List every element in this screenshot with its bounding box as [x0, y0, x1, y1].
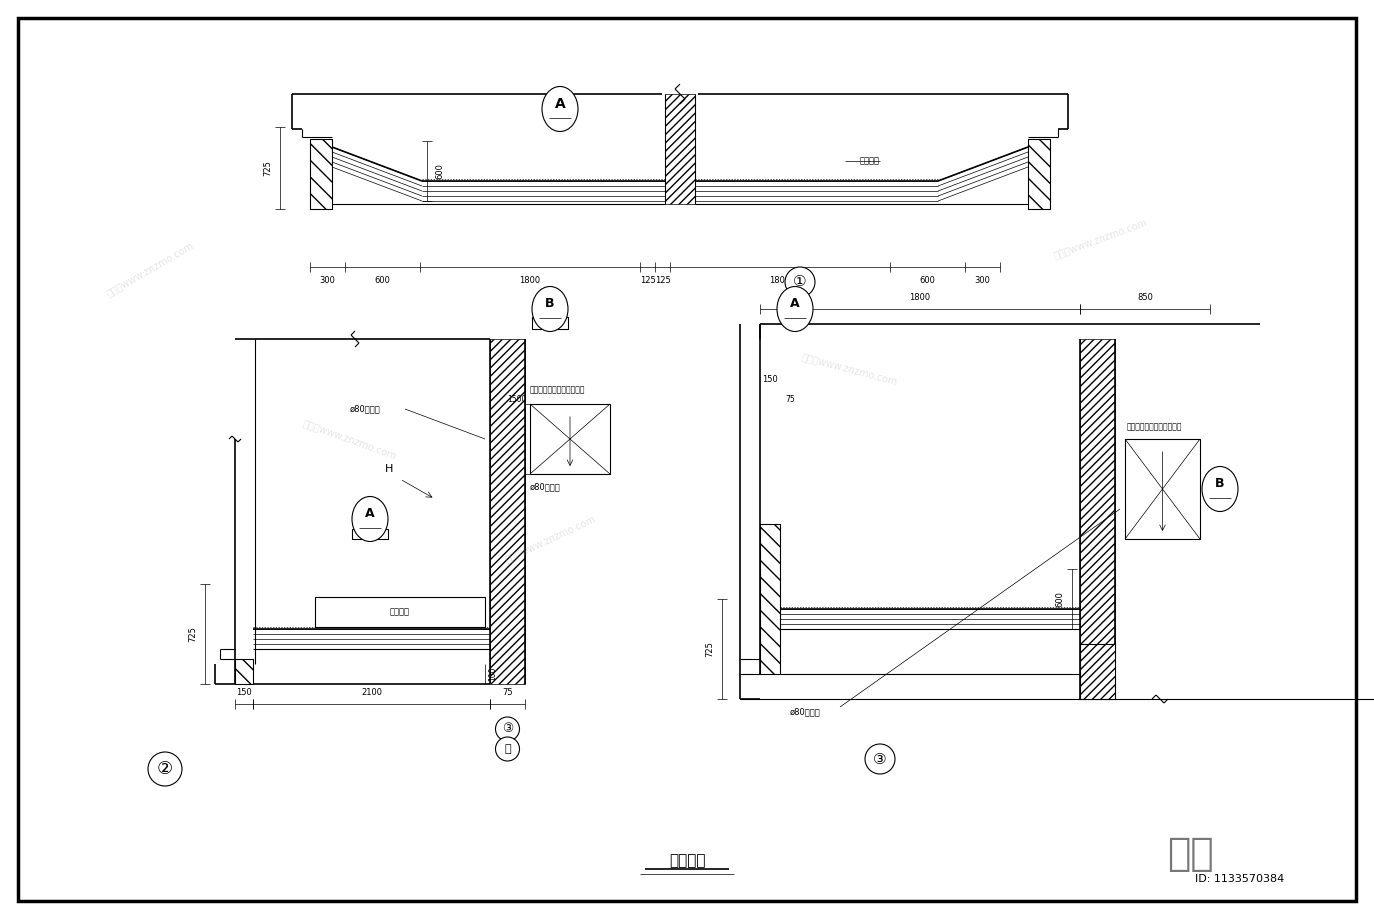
Text: 知末: 知末	[1167, 835, 1213, 873]
Ellipse shape	[532, 287, 567, 332]
Text: 75: 75	[785, 394, 796, 403]
Bar	[532, 317, 567, 329]
Bar	[1080, 644, 1114, 699]
Text: 600: 600	[919, 276, 936, 285]
Text: H: H	[385, 464, 393, 474]
Text: 600: 600	[1055, 591, 1063, 607]
Text: ③: ③	[874, 752, 886, 766]
Circle shape	[785, 267, 815, 297]
Bar	[1028, 139, 1050, 209]
Circle shape	[496, 737, 519, 761]
Ellipse shape	[352, 496, 387, 541]
Text: 知末网www.znzmo.com: 知末网www.znzmo.com	[302, 417, 398, 460]
Ellipse shape	[1202, 467, 1238, 512]
Text: 125: 125	[640, 276, 655, 285]
Bar	[760, 524, 780, 674]
Bar	[1028, 139, 1050, 209]
Text: 知末网www.znzmo.com: 知末网www.znzmo.com	[104, 240, 195, 298]
Text: ø80雨落管: ø80雨落管	[790, 707, 820, 716]
Text: A: A	[555, 96, 565, 110]
Text: ①: ①	[793, 275, 807, 289]
Text: 75: 75	[502, 688, 513, 697]
Text: ø80雨落管: ø80雨落管	[530, 482, 561, 491]
Text: B: B	[1215, 477, 1224, 490]
Text: 150: 150	[763, 375, 778, 383]
Text: 725: 725	[262, 160, 272, 176]
Bar	[315, 597, 485, 627]
Text: 150: 150	[236, 688, 251, 697]
Bar	[665, 94, 695, 204]
Bar	[352, 529, 387, 539]
Text: ⑲: ⑲	[504, 744, 511, 754]
Text: 1800: 1800	[519, 276, 540, 285]
Text: 2100: 2100	[361, 688, 382, 697]
Circle shape	[866, 744, 894, 774]
Bar	[1080, 644, 1114, 699]
Text: B: B	[545, 297, 555, 310]
Text: 1800: 1800	[910, 293, 930, 302]
Bar	[530, 404, 610, 474]
Text: 知末网www.znzmo.com: 知末网www.znzmo.com	[1051, 218, 1149, 261]
Text: 知末网www.znzmo.com: 知末网www.znzmo.com	[503, 514, 596, 564]
Text: 725: 725	[705, 641, 714, 657]
Text: 可拆卸成品铝合金空调百页: 可拆卸成品铝合金空调百页	[530, 385, 585, 394]
Text: 护窗栏杆: 护窗栏杆	[390, 607, 409, 617]
Bar	[491, 339, 525, 684]
Text: 100: 100	[489, 667, 497, 681]
Bar	[1080, 339, 1114, 699]
Text: ③: ③	[502, 722, 513, 735]
Circle shape	[496, 717, 519, 741]
Text: 600: 600	[436, 163, 444, 179]
Text: 可拆卸成品铝合金空调百页: 可拆卸成品铝合金空调百页	[1127, 422, 1183, 431]
Bar	[311, 139, 333, 209]
Text: 护窗栏杆: 护窗栏杆	[860, 156, 879, 165]
Text: 凸窗大样: 凸窗大样	[669, 854, 705, 868]
Text: 850: 850	[1138, 293, 1153, 302]
Text: A: A	[365, 507, 375, 520]
Ellipse shape	[541, 86, 578, 131]
Circle shape	[148, 752, 181, 786]
Ellipse shape	[778, 287, 813, 332]
Text: 1800: 1800	[769, 276, 790, 285]
Text: 125: 125	[654, 276, 671, 285]
Text: ø80雨落管: ø80雨落管	[350, 404, 381, 414]
Text: 300: 300	[974, 276, 991, 285]
Text: ID: 1133570384: ID: 1133570384	[1195, 874, 1285, 884]
Text: 知末网www.znzmo.com: 知末网www.znzmo.com	[801, 351, 899, 387]
Text: 300: 300	[320, 276, 335, 285]
Bar	[311, 139, 333, 209]
Text: 1500: 1500	[507, 394, 528, 403]
Text: 600: 600	[375, 276, 390, 285]
Bar	[235, 659, 253, 684]
Text: A: A	[790, 297, 800, 310]
Bar	[1125, 439, 1200, 539]
Text: ②: ②	[157, 760, 173, 778]
Text: 725: 725	[188, 626, 196, 642]
Bar	[235, 659, 253, 684]
Bar	[760, 524, 780, 674]
